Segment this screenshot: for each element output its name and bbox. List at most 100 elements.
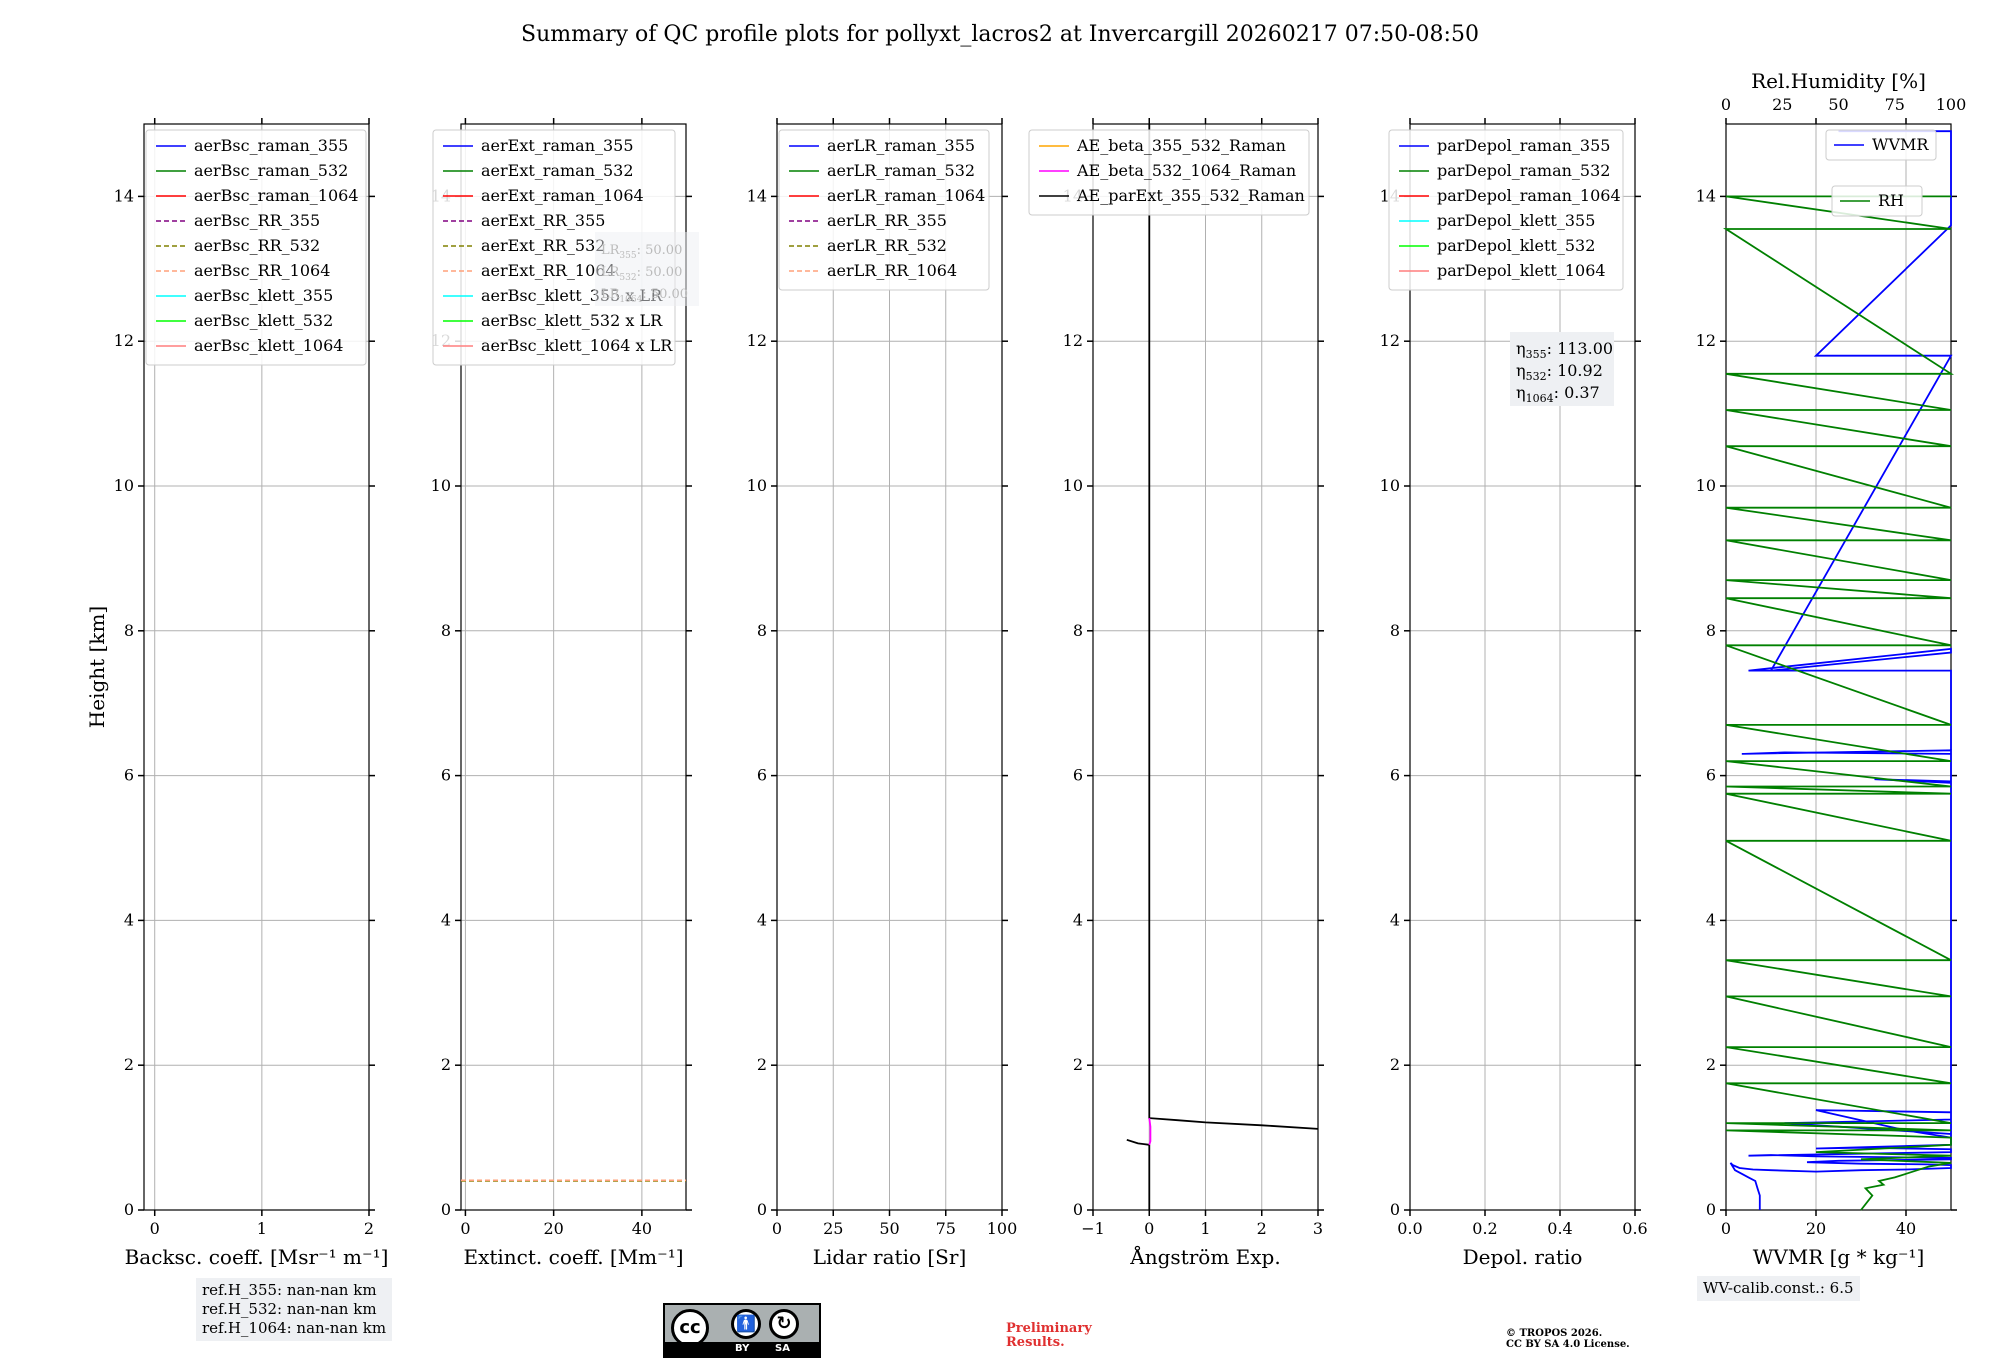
- y-tick-label: 2: [1073, 1055, 1083, 1074]
- y-tick-label: 0: [1390, 1200, 1400, 1219]
- x-tick-label: 75: [936, 1219, 956, 1238]
- series-wvmr: [1729, 130, 1953, 1210]
- top-x-tick-label: 25: [1772, 95, 1792, 114]
- lidar-ratio-annotation-box: [595, 232, 699, 306]
- y-tick-label: 14: [114, 186, 134, 205]
- y-tick-label: 0: [1073, 1200, 1083, 1219]
- y-tick-label: 2: [124, 1055, 134, 1074]
- legend-label: aerBsc_klett_1064 x LR: [481, 336, 673, 355]
- legend-label: aerBsc_raman_355: [194, 136, 348, 155]
- x-axis-label-wv: WVMR [g * kg⁻¹]: [1753, 1245, 1925, 1269]
- y-tick-label: 10: [1696, 476, 1716, 495]
- y-tick-label: 8: [1706, 621, 1716, 640]
- legend-label: aerLR_raman_355: [827, 136, 975, 155]
- legend-label: aerExt_RR_355: [481, 211, 605, 230]
- reference-height-box: ref.H_355: nan-nan km ref.H_532: nan-nan…: [196, 1278, 393, 1341]
- axes-frame-depol: [1409, 123, 1636, 1211]
- y-tick-label: 12: [1063, 331, 1083, 350]
- y-tick-label: 6: [757, 766, 767, 785]
- legend-label: parDepol_raman_355: [1437, 136, 1610, 155]
- x-tick-label: 2: [1257, 1219, 1267, 1238]
- y-tick-label: 10: [431, 476, 451, 495]
- legend-label: aerBsc_RR_355: [194, 211, 320, 230]
- x-axis-label-ae: Ångström Exp.: [1129, 1244, 1280, 1269]
- legend-label: aerLR_raman_1064: [827, 186, 985, 205]
- y-tick-label: 4: [1073, 910, 1083, 929]
- y-tick-label: 6: [1073, 766, 1083, 785]
- x-tick-label: 0.0: [1397, 1219, 1422, 1238]
- eta-annotation-box: [1510, 332, 1614, 406]
- y-tick-label: 2: [1390, 1055, 1400, 1074]
- legend-label: aerLR_RR_1064: [827, 261, 957, 280]
- cc-badge-strip: [665, 1342, 819, 1356]
- ref-height-532: ref.H_532: nan-nan km: [202, 1300, 377, 1318]
- x-tick-label: 0: [772, 1219, 782, 1238]
- legend-label: AE_beta_355_532_Raman: [1076, 136, 1286, 155]
- legend-label: WVMR: [1872, 135, 1929, 154]
- x-tick-label: 20: [1806, 1219, 1826, 1238]
- series-ae-beta-532-1064-raman: [1148, 1117, 1152, 1146]
- y-tick-label: 8: [441, 621, 451, 640]
- legend-label: aerLR_raman_532: [827, 161, 975, 180]
- legend-label: parDepol_raman_532: [1437, 161, 1610, 180]
- y-tick-label: 4: [124, 910, 134, 929]
- annotation-line: LR355: 50.00: [601, 243, 682, 261]
- y-tick-label: 0: [124, 1200, 134, 1219]
- legend-label: aerBsc_klett_532 x LR: [481, 311, 663, 330]
- figure-title: Summary of QC profile plots for pollyxt_…: [521, 22, 1479, 47]
- y-tick-label: 10: [1063, 476, 1083, 495]
- legend-label: aerExt_raman_355: [481, 136, 634, 155]
- x-tick-label: 0.2: [1472, 1219, 1497, 1238]
- y-tick-label: 10: [114, 476, 134, 495]
- legend-label: parDepol_raman_1064: [1437, 186, 1621, 205]
- legend-label: parDepol_klett_1064: [1437, 261, 1606, 280]
- x-tick-label: 3: [1313, 1219, 1323, 1238]
- legend-label: parDepol_klett_355: [1437, 211, 1595, 230]
- x-tick-label: 25: [823, 1219, 843, 1238]
- x-tick-label: 1: [1200, 1219, 1210, 1238]
- x-tick-label: 0.4: [1547, 1219, 1572, 1238]
- legend-box-lr: [778, 129, 990, 291]
- y-tick-label: 2: [757, 1055, 767, 1074]
- x-axis-label-bsc: Backsc. coeff. [Msr⁻¹ m⁻¹]: [125, 1245, 389, 1269]
- legend-box-bsc: [145, 129, 367, 366]
- legend-box-ae: [1028, 129, 1310, 216]
- series-ae-parext-355-532-raman: [1148, 124, 1319, 1130]
- legend-label: aerExt_RR_1064: [481, 261, 616, 280]
- x-tick-label: −1: [1081, 1219, 1105, 1238]
- axes-frame-wv: [1725, 123, 1952, 1211]
- y-tick-label: 14: [747, 186, 767, 205]
- y-tick-label: 8: [757, 621, 767, 640]
- cc-by-label: BY: [735, 1343, 750, 1354]
- cc-sa-icon: ↻: [769, 1309, 799, 1339]
- x-tick-label: 0: [460, 1219, 470, 1238]
- legend-label: AE_beta_532_1064_Raman: [1076, 161, 1296, 180]
- ref-height-1064: ref.H_1064: nan-nan km: [202, 1319, 387, 1337]
- x-axis-label-depol: Depol. ratio: [1463, 1245, 1583, 1269]
- cc-license-badge: cc 🚹 ↻ BY SA: [663, 1303, 821, 1358]
- x-tick-label: 0: [1144, 1219, 1154, 1238]
- annotation-line: η532: 10.92: [1516, 361, 1603, 383]
- preliminary-line1: Preliminary: [1006, 1321, 1092, 1336]
- x-tick-label: 2: [364, 1219, 374, 1238]
- top-x-tick-label: 100: [1936, 95, 1967, 114]
- x-tick-label: 40: [632, 1219, 652, 1238]
- y-tick-label: 4: [1390, 910, 1400, 929]
- legend-label: aerBsc_raman_532: [194, 161, 348, 180]
- y-tick-label: 2: [1706, 1055, 1716, 1074]
- legend-label: aerLR_RR_532: [827, 236, 947, 255]
- annotation-line: LR1064: 50.00: [601, 287, 688, 305]
- cc-by-icon: 🚹: [731, 1309, 761, 1339]
- y-tick-label: 2: [441, 1055, 451, 1074]
- y-tick-label: 4: [441, 910, 451, 929]
- y-tick-label: 0: [441, 1200, 451, 1219]
- y-tick-label: 8: [1390, 621, 1400, 640]
- preliminary-notice: Preliminary Results.: [1006, 1322, 1092, 1350]
- x-tick-label: 100: [987, 1219, 1018, 1238]
- axes-frame-bsc: [143, 123, 370, 1211]
- y-tick-label: 4: [1706, 910, 1716, 929]
- y-tick-label: 12: [1380, 331, 1400, 350]
- x-tick-label: 20: [543, 1219, 563, 1238]
- annotation-line: η355: 113.00: [1516, 339, 1613, 361]
